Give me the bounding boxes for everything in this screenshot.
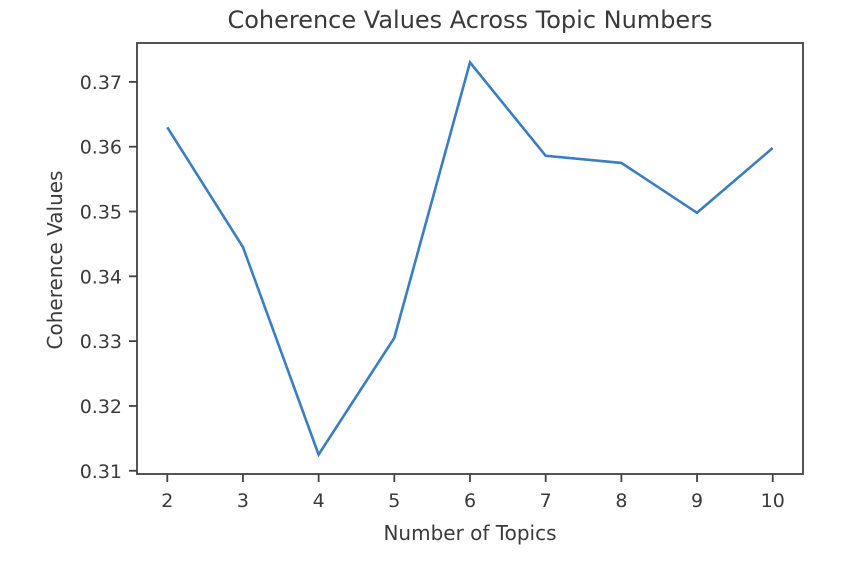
coherence-line-series bbox=[166, 59, 774, 458]
chart-title: Coherence Values Across Topic Numbers bbox=[227, 6, 712, 34]
y-tick-label: 0.34 bbox=[80, 266, 122, 288]
x-tick-label: 7 bbox=[540, 490, 552, 512]
x-tick-label: 2 bbox=[161, 490, 173, 512]
plot-area: 2 3 4 5 6 7 8 9 10 0.31 0.32 0.33 0.34 0.35 0.36 0.37 bbox=[80, 42, 804, 512]
x-tick-label: 6 bbox=[464, 490, 476, 512]
y-tick-label: 0.36 bbox=[80, 137, 122, 159]
x-tick-label: 9 bbox=[691, 490, 703, 512]
y-tick-label: 0.35 bbox=[80, 202, 122, 224]
y-tick-label: 0.37 bbox=[80, 72, 122, 94]
x-tick-label: 4 bbox=[313, 490, 325, 512]
y-axis-label: Coherence Values bbox=[43, 171, 67, 350]
x-tick-label: 3 bbox=[237, 490, 249, 512]
axes-spines bbox=[136, 42, 804, 475]
y-tick-label: 0.33 bbox=[80, 331, 122, 353]
x-tick-label: 8 bbox=[615, 490, 627, 512]
y-tick-label: 0.31 bbox=[80, 461, 122, 483]
x-axis-label: Number of Topics bbox=[383, 521, 556, 545]
x-tick-label: 10 bbox=[761, 490, 785, 512]
y-tick-label: 0.32 bbox=[80, 396, 122, 418]
x-tick-label: 5 bbox=[388, 490, 400, 512]
